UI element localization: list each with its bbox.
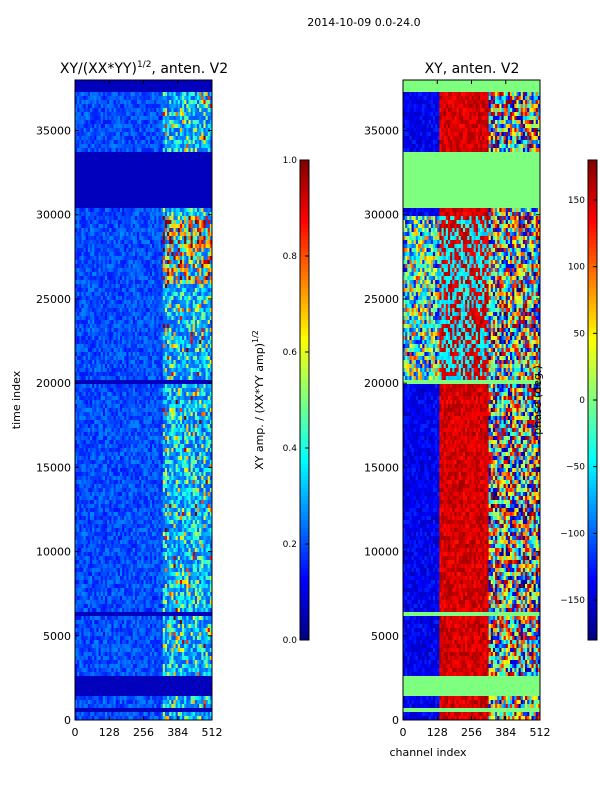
y-tick-label: 5000: [371, 630, 399, 643]
x-tick-label: 512: [202, 726, 223, 739]
x-tick-label: 384: [167, 726, 188, 739]
colorbar-tick-label: 0.8: [283, 252, 298, 262]
amplitude-colorbar: 0.0 0.2 0.4 0.6 0.8 1.0 XY amp. / (XX*YY amp)…: [251, 156, 310, 646]
colorbar-tick-label: 100: [568, 263, 585, 273]
colorbar-tick-label: 0: [579, 396, 585, 406]
amplitude-ylabel: time index: [10, 370, 23, 429]
y-tick-label: 0: [392, 714, 399, 727]
y-tick-label: 30000: [364, 209, 399, 222]
amplitude-colorbar-gradient: [300, 160, 309, 640]
amplitude-panel: XY/(XX*YY)1/2, anten. V2 0 128 256 384 512 0…: [10, 60, 228, 739]
phase-y-axis: 0 5000 10000 15000 20000 25000 30000 35000: [364, 125, 540, 727]
colorbar-tick-label: 150: [568, 196, 585, 206]
x-tick-label: 384: [495, 726, 516, 739]
figure-suptitle: 2014-10-09 0.0-24.0: [307, 16, 420, 29]
y-tick-label: 35000: [364, 125, 399, 138]
phase-heatmap: [403, 80, 540, 720]
amplitude-colorbar-ticks: 0.0 0.2 0.4 0.6 0.8 1.0: [283, 156, 309, 646]
colorbar-tick-label: 50: [574, 329, 586, 339]
phase-colorbar-ticks: 150 100 50 0 −50 −100 −150: [560, 196, 597, 606]
x-tick-label: 0: [72, 726, 79, 739]
phase-title: XY, anten. V2: [425, 61, 520, 77]
colorbar-tick-label: 0.4: [283, 444, 298, 454]
y-tick-label: 15000: [36, 461, 71, 474]
amplitude-heatmap: [75, 80, 212, 720]
colorbar-tick-label: 0.2: [283, 540, 297, 550]
colorbar-tick-label: 1.0: [283, 156, 298, 166]
phase-colorbar-gradient: [588, 160, 597, 640]
phase-colorbar: 150 100 50 0 −50 −100 −150 phase (deg.): [531, 159, 598, 641]
y-tick-label: 10000: [364, 546, 399, 559]
y-tick-label: 35000: [36, 125, 71, 138]
colorbar-tick-label: −100: [560, 529, 585, 539]
y-tick-label: 10000: [36, 546, 71, 559]
y-tick-label: 0: [64, 714, 71, 727]
y-tick-label: 30000: [36, 209, 71, 222]
x-tick-label: 128: [427, 726, 448, 739]
y-tick-label: 25000: [36, 293, 71, 306]
x-tick-label: 256: [133, 726, 154, 739]
phase-x-axis: 0 128 256 384 512: [400, 80, 551, 739]
amplitude-title: XY/(XX*YY)1/2, anten. V2: [60, 60, 228, 77]
x-tick-label: 256: [461, 726, 482, 739]
x-tick-label: 128: [99, 726, 120, 739]
colorbar-tick-label: −50: [566, 463, 585, 473]
y-tick-label: 20000: [36, 377, 71, 390]
x-tick-label: 0: [400, 726, 407, 739]
colorbar-tick-label: 0.6: [283, 348, 298, 358]
phase-panel: XY, anten. V2 0 128 256 384 512 0 5000 10000 15…: [364, 61, 551, 759]
phase-xlabel: channel index: [389, 746, 467, 759]
amplitude-y-axis: 0 5000 10000 15000 20000 25000 30000 35000: [36, 125, 212, 727]
y-tick-label: 15000: [364, 461, 399, 474]
y-tick-label: 25000: [364, 293, 399, 306]
colorbar-tick-label: −150: [560, 596, 585, 606]
phase-colorbar-label: phase (deg.): [531, 365, 544, 435]
amplitude-colorbar-label: XY amp. / (XX*YY amp)1/2: [251, 330, 266, 470]
y-tick-label: 5000: [43, 630, 71, 643]
colorbar-tick-label: 0.0: [283, 636, 298, 646]
y-tick-label: 20000: [364, 377, 399, 390]
amplitude-x-axis: 0 128 256 384 512: [72, 80, 223, 739]
amplitude-colorbar-frame: [299, 159, 310, 641]
x-tick-label: 512: [530, 726, 551, 739]
